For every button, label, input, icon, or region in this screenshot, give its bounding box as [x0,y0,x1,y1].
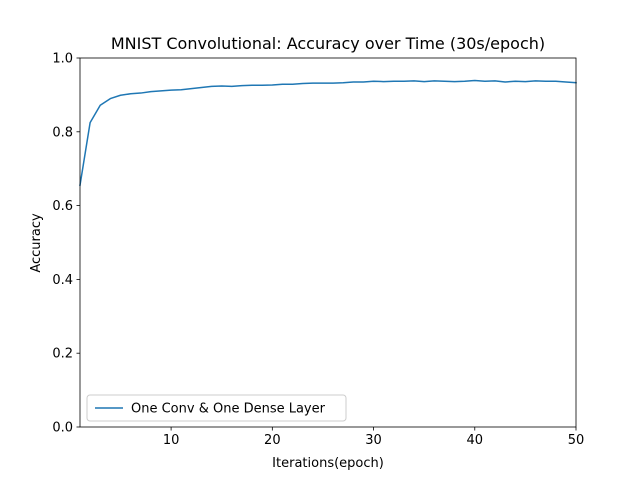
legend-label: One Conv & One Dense Layer [131,402,326,417]
y-axis-label: Accuracy [29,213,44,273]
y-tick-label: 0.6 [52,199,73,214]
x-tick-label: 20 [264,433,281,448]
y-tick-label: 0.2 [52,347,73,362]
y-tick-label: 0.0 [52,421,73,436]
series-line-0 [79,79,577,187]
legend-box [86,394,347,422]
y-tick-label: 0.4 [52,273,73,288]
x-tick-label: 30 [365,433,382,448]
y-tick-label: 0.8 [52,125,73,140]
plot-area: 10 20 30 40 50 0.0 0.2 0.4 0.6 0.8 1.0 [52,52,584,449]
chart-title: MNIST Convolutional: Accuracy over Time … [111,34,545,53]
x-tick-label: 50 [568,433,585,448]
legend: One Conv & One Dense Layer [86,394,347,422]
x-tick-label: 40 [467,433,484,448]
y-tick-label: 1.0 [52,52,73,67]
axes-frame [79,57,577,428]
x-tick-label: 10 [163,433,180,448]
x-axis-label: Iterations(epoch) [272,456,384,471]
